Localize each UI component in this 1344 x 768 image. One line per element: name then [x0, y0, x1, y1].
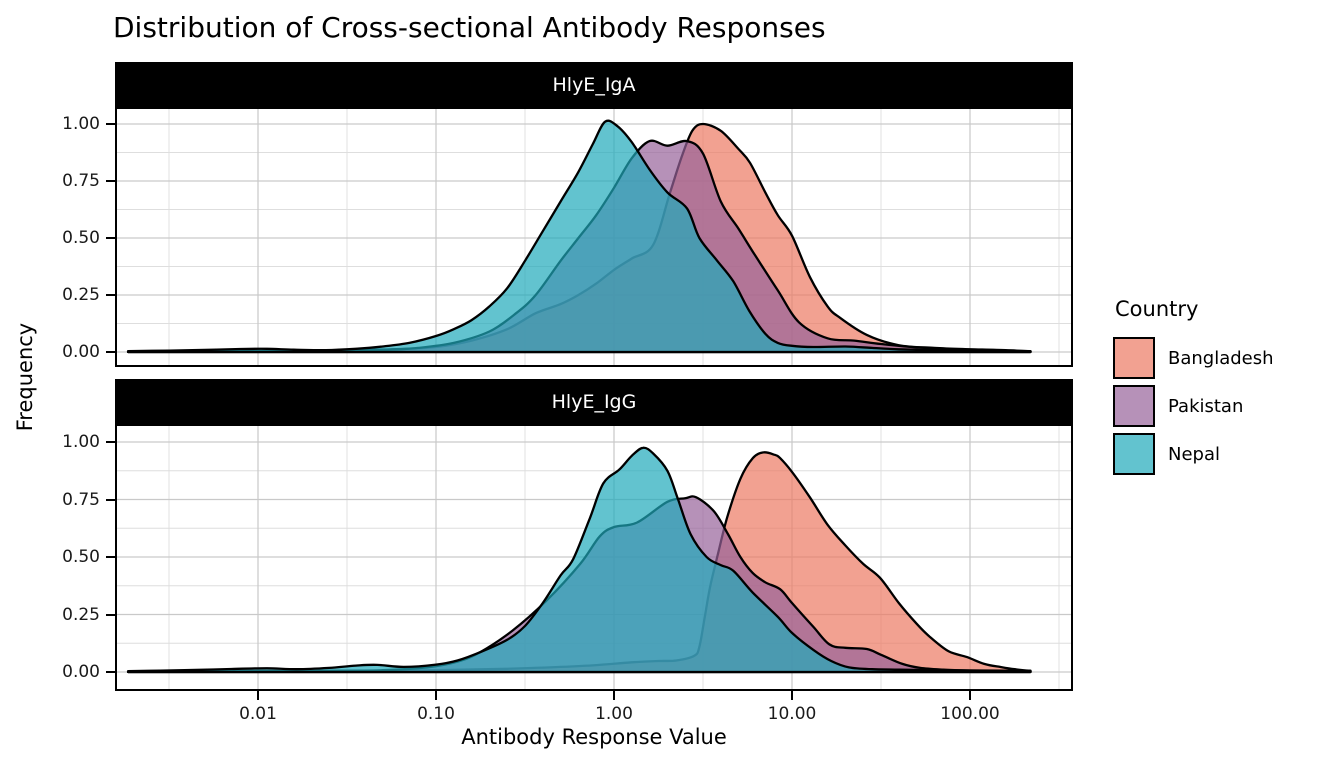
- y-axis-title: Frequency: [13, 322, 37, 432]
- y-tick-mark: [106, 671, 115, 673]
- y-tick-mark: [106, 614, 115, 616]
- x-tick-label: 100.00: [940, 704, 1000, 724]
- y-tick-label: 1.00: [62, 432, 100, 452]
- density-curve-nepal: [126, 446, 1032, 674]
- y-tick-label: 0.75: [62, 171, 100, 191]
- legend-item-bangladesh: Bangladesh: [1113, 337, 1274, 379]
- x-tick-mark: [791, 691, 793, 700]
- facet-strip-label: HlyE_IgA: [552, 73, 636, 96]
- x-tick-label: 10.00: [767, 704, 817, 724]
- density-curve-nepal: [126, 119, 1032, 354]
- y-tick-mark: [106, 441, 115, 443]
- x-tick-label: 0.01: [239, 704, 277, 724]
- x-tick-mark: [257, 691, 259, 700]
- y-tick-mark: [106, 237, 115, 239]
- legend-item-nepal: Nepal: [1113, 433, 1274, 475]
- legend-items: Bangladesh Pakistan Nepal: [1113, 337, 1274, 475]
- y-tick-mark: [106, 556, 115, 558]
- page-title: Distribution of Cross-sectional Antibody…: [113, 11, 826, 44]
- y-tick-mark: [106, 180, 115, 182]
- legend-swatch-pakistan: [1113, 385, 1155, 427]
- legend-item-pakistan: Pakistan: [1113, 385, 1274, 427]
- x-tick-mark: [613, 691, 615, 700]
- y-tick-label: 0.00: [62, 342, 100, 362]
- facet-strip-hlye-iga: HlyE_IgA: [115, 62, 1073, 107]
- legend-label: Bangladesh: [1168, 347, 1274, 369]
- panel-border: [115, 107, 1073, 367]
- facet-strip-hlye-igg: HlyE_IgG: [115, 379, 1073, 424]
- legend-label: Pakistan: [1168, 395, 1244, 417]
- y-tick-label: 1.00: [62, 114, 100, 134]
- y-tick-label: 0.75: [62, 490, 100, 510]
- panel-border: [115, 424, 1073, 691]
- legend-label: Nepal: [1168, 443, 1220, 465]
- legend-swatch-nepal: [1113, 433, 1155, 475]
- density-panel-hlye-iga: [115, 107, 1073, 367]
- y-tick-label: 0.50: [62, 228, 100, 248]
- y-tick-label: 0.00: [62, 662, 100, 682]
- y-tick-label: 0.25: [62, 605, 100, 625]
- facet-strip-label: HlyE_IgG: [551, 390, 637, 413]
- y-tick-mark: [106, 499, 115, 501]
- x-axis-title: Antibody Response Value: [461, 725, 727, 749]
- x-tick-mark: [435, 691, 437, 700]
- x-tick-label: 1.00: [595, 704, 633, 724]
- legend-swatch-bangladesh: [1113, 337, 1155, 379]
- y-tick-mark: [106, 294, 115, 296]
- y-tick-mark: [106, 351, 115, 353]
- y-tick-mark: [106, 123, 115, 125]
- x-tick-label: 0.10: [417, 704, 455, 724]
- y-tick-label: 0.25: [62, 285, 100, 305]
- y-tick-label: 0.50: [62, 547, 100, 567]
- density-panel-hlye-igg: [115, 424, 1073, 691]
- legend-title: Country: [1115, 297, 1199, 321]
- legend: Country Bangladesh Pakistan Nepal: [1113, 297, 1274, 481]
- x-tick-mark: [969, 691, 971, 700]
